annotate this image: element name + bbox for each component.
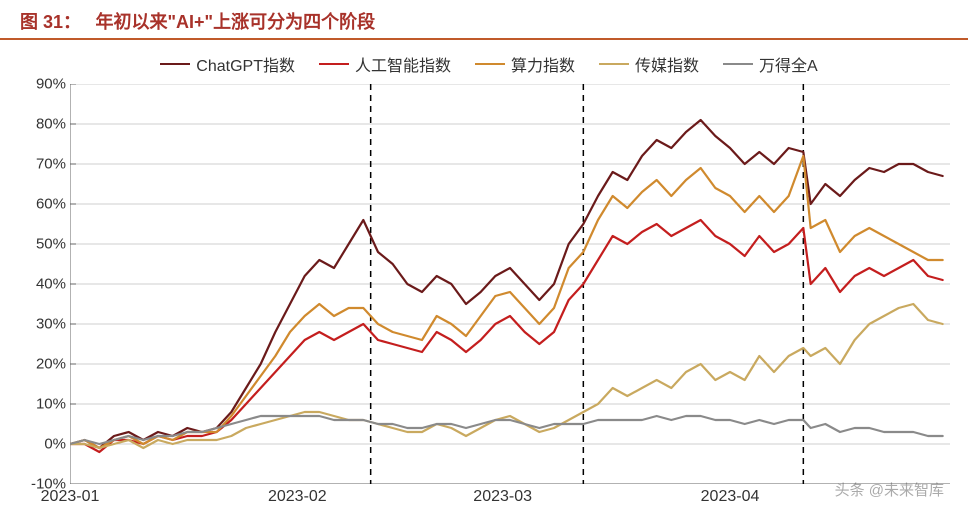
legend-label: 传媒指数 [635,52,699,76]
figure-title: 年初以来"AI+"上涨可分为四个阶段 [95,12,375,32]
legend-swatch [599,63,629,66]
y-tick-label: 50% [36,236,66,253]
x-tick-label: 2023-01 [41,488,100,506]
legend-label: 算力指数 [511,52,575,76]
figure-label: 图 31： [20,12,81,32]
chart-container: ChatGPT指数 人工智能指数 算力指数 传媒指数 万得全A -10%0%10%20%… [0,46,968,484]
legend-item: 传媒指数 [599,52,699,76]
y-tick-label: 10% [36,396,66,413]
legend-item: 万得全A [723,52,818,76]
y-tick-label: 90% [36,76,66,93]
legend-label: 万得全A [759,52,818,76]
legend-swatch [160,63,190,66]
legend-swatch [723,63,753,66]
x-axis-labels: 2023-012023-022023-032023-04 [70,488,950,510]
y-tick-label: 20% [36,356,66,373]
legend-item: 人工智能指数 [319,52,451,76]
x-tick-label: 2023-03 [473,488,532,506]
y-tick-label: 40% [36,276,66,293]
watermark-text: 头条 @未来智库 [835,479,944,500]
chart-legend: ChatGPT指数 人工智能指数 算力指数 传媒指数 万得全A [30,46,948,84]
legend-swatch [475,63,505,66]
legend-label: 人工智能指数 [355,52,451,76]
chart-plot-area: -10%0%10%20%30%40%50%60%70%80%90% 2023-0… [70,84,950,484]
x-tick-label: 2023-02 [268,488,327,506]
figure-title-bar: 图 31： 年初以来"AI+"上涨可分为四个阶段 [0,0,968,40]
y-tick-label: 70% [36,156,66,173]
y-tick-label: 60% [36,196,66,213]
legend-swatch [319,63,349,66]
y-axis-labels: -10%0%10%20%30%40%50%60%70%80%90% [24,84,66,484]
series-line [70,304,943,448]
x-tick-label: 2023-04 [701,488,760,506]
legend-item: 算力指数 [475,52,575,76]
y-tick-label: 80% [36,116,66,133]
chart-svg [70,84,950,484]
y-tick-label: 0% [44,436,66,453]
y-tick-label: 30% [36,316,66,333]
legend-item: ChatGPT指数 [160,52,295,76]
legend-label: ChatGPT指数 [196,52,295,76]
